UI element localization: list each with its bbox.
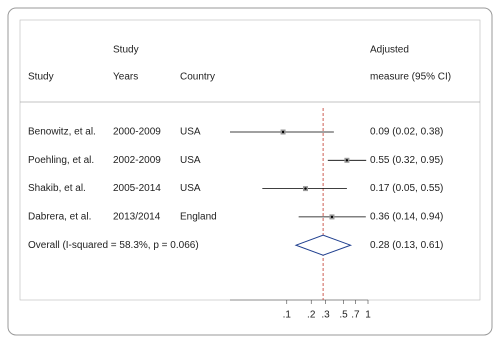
estimate-label: 0.09 (0.02, 0.38) (370, 127, 443, 138)
study-years: 2002-2009 (113, 155, 161, 166)
study-country: USA (180, 127, 201, 138)
point-estimate (281, 130, 285, 134)
header-study: Study (28, 72, 54, 83)
plot-frame (19, 19, 481, 301)
x-tick-label: .3 (321, 310, 330, 321)
estimate-label: 0.17 (0.05, 0.55) (370, 183, 443, 194)
header-years-top: Study (113, 45, 139, 56)
study-country: England (180, 212, 217, 223)
study-name: Benowitz, et al. (28, 127, 96, 138)
study-name: Shakib, et al. (28, 183, 86, 194)
study-country: USA (180, 155, 201, 166)
x-tick-label: .2 (307, 310, 316, 321)
study-years: 2013/2014 (113, 212, 161, 223)
x-tick-label: 1 (365, 310, 371, 321)
x-tick-label: .1 (283, 310, 292, 321)
estimate-label: 0.36 (0.14, 0.94) (370, 212, 443, 223)
header-country: Country (180, 72, 215, 83)
estimate-label: 0.55 (0.32, 0.95) (370, 155, 443, 166)
overall-estimate-label: 0.28 (0.13, 0.61) (370, 240, 443, 251)
study-name: Dabrera, et al. (28, 212, 91, 223)
point-estimate (345, 159, 349, 162)
point-estimate (330, 215, 334, 219)
overall-label: Overall (I-squared = 58.3%, p = 0.066) (28, 240, 199, 251)
study-country: USA (180, 183, 201, 194)
x-tick-label: .7 (351, 310, 360, 321)
header-years: Years (113, 72, 138, 83)
header-measure: measure (95% CI) (370, 72, 451, 83)
overall-diamond (294, 234, 353, 256)
x-tick-label: .5 (339, 310, 348, 321)
study-name: Poehling, et al. (28, 155, 94, 166)
study-years: 2005-2014 (113, 183, 161, 194)
study-years: 2000-2009 (113, 127, 161, 138)
header-measure-top: Adjusted (370, 45, 409, 56)
point-estimate (304, 187, 307, 190)
